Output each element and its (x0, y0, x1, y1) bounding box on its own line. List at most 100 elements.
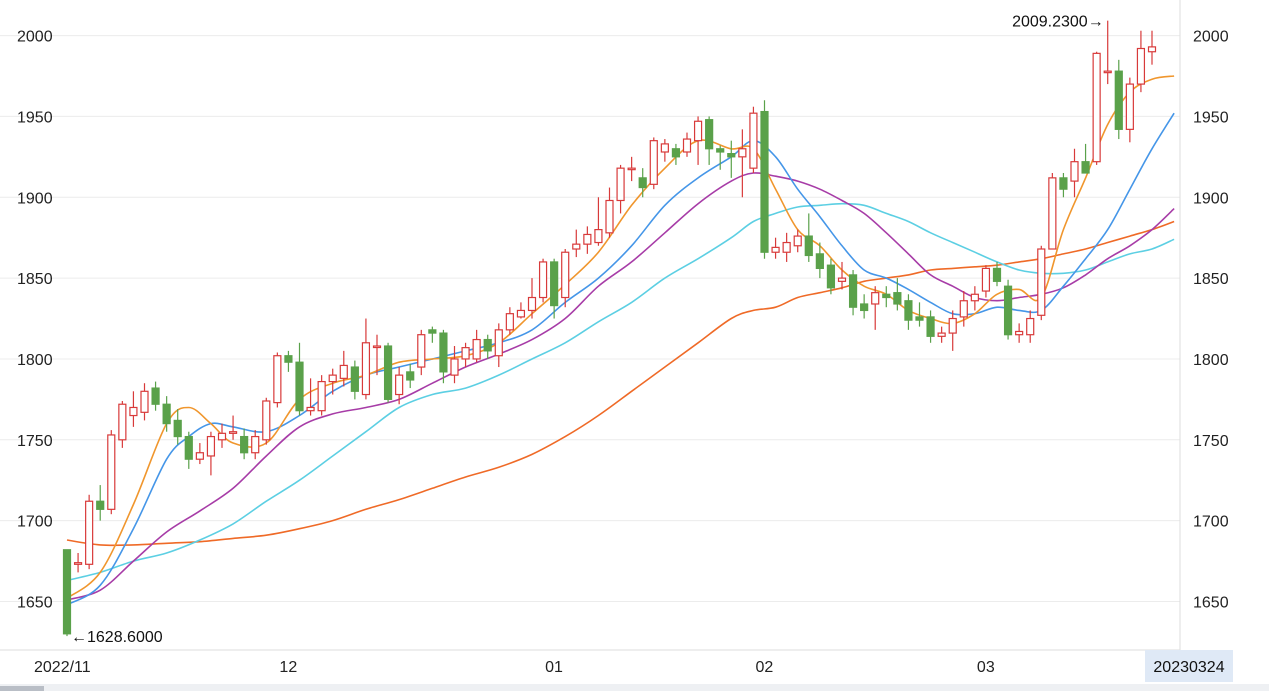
scrollbar-thumb[interactable] (0, 686, 44, 691)
candle[interactable] (948, 310, 957, 351)
candle[interactable] (550, 258, 559, 319)
candle[interactable] (904, 294, 913, 330)
candle[interactable] (616, 164, 625, 214)
candle[interactable] (749, 106, 758, 174)
candle[interactable] (295, 342, 304, 416)
candle[interactable] (649, 137, 658, 190)
candle[interactable] (981, 265, 991, 298)
candle[interactable] (605, 187, 614, 238)
candle[interactable] (439, 329, 448, 384)
candle[interactable] (428, 326, 437, 343)
horizontal-scrollbar[interactable] (0, 684, 1269, 691)
candle[interactable] (793, 229, 802, 253)
candle[interactable] (461, 342, 470, 368)
candle[interactable] (782, 232, 791, 262)
candle[interactable] (693, 116, 703, 165)
candle[interactable] (284, 350, 293, 372)
candle[interactable] (893, 278, 902, 311)
candle[interactable] (162, 396, 171, 432)
candle[interactable] (815, 242, 824, 279)
candle[interactable] (760, 100, 769, 259)
candle[interactable] (195, 443, 204, 465)
candle[interactable] (837, 261, 847, 290)
candle[interactable] (882, 286, 891, 308)
candle[interactable] (1003, 279, 1013, 340)
candle[interactable] (62, 549, 72, 637)
candle[interactable] (1048, 173, 1057, 250)
candle[interactable] (738, 129, 747, 198)
candle[interactable] (450, 346, 459, 384)
candle[interactable] (583, 226, 592, 254)
candle[interactable] (361, 318, 371, 400)
candle[interactable] (1026, 310, 1035, 343)
candle[interactable] (328, 368, 337, 395)
candle[interactable] (118, 400, 127, 448)
candle[interactable] (638, 168, 647, 198)
candle[interactable] (494, 323, 503, 368)
candle[interactable] (926, 310, 935, 343)
candle[interactable] (1015, 323, 1024, 343)
candle[interactable] (350, 360, 359, 400)
candle[interactable] (262, 397, 271, 445)
candle[interactable] (217, 423, 227, 448)
candle[interactable] (96, 485, 105, 521)
candle[interactable] (937, 326, 946, 343)
candle[interactable] (417, 329, 426, 376)
candle[interactable] (1103, 20, 1112, 85)
candle[interactable] (240, 428, 249, 460)
candle[interactable] (317, 375, 326, 416)
candle[interactable] (561, 249, 570, 308)
candle[interactable] (206, 431, 216, 476)
candle[interactable] (516, 302, 526, 319)
candle[interactable] (406, 363, 415, 389)
candle[interactable] (273, 352, 282, 408)
candle[interactable] (173, 409, 182, 445)
candle[interactable] (251, 430, 260, 460)
candle[interactable] (1037, 245, 1046, 321)
candle[interactable] (85, 494, 94, 570)
candle[interactable] (129, 391, 138, 427)
candle[interactable] (1136, 30, 1146, 93)
candle[interactable] (627, 156, 636, 182)
candle[interactable] (383, 342, 393, 403)
candle[interactable] (970, 286, 979, 311)
candle[interactable] (395, 367, 404, 405)
candle[interactable] (184, 431, 193, 469)
candle[interactable] (1081, 143, 1090, 174)
candle[interactable] (727, 140, 736, 178)
candle[interactable] (992, 261, 1002, 287)
candle[interactable] (826, 258, 836, 295)
candle[interactable] (472, 329, 481, 363)
candle[interactable] (1147, 30, 1157, 65)
candle[interactable] (771, 237, 780, 259)
candle[interactable] (660, 139, 669, 162)
candle[interactable] (572, 229, 581, 258)
candle[interactable] (339, 350, 348, 387)
candle[interactable] (140, 383, 149, 421)
candle[interactable] (1092, 51, 1101, 165)
candle[interactable] (1070, 148, 1079, 198)
candle[interactable] (483, 334, 492, 359)
candle[interactable] (716, 145, 725, 170)
candle[interactable] (705, 116, 714, 165)
candle[interactable] (538, 258, 548, 303)
candle[interactable] (848, 270, 858, 316)
candle[interactable] (306, 378, 315, 416)
candle[interactable] (915, 302, 924, 327)
candle[interactable] (804, 213, 813, 262)
candle[interactable] (151, 381, 160, 411)
candle[interactable] (671, 143, 681, 165)
candle[interactable] (73, 552, 83, 573)
candle[interactable] (107, 430, 116, 515)
candle[interactable] (505, 307, 514, 335)
candle[interactable] (1125, 77, 1134, 143)
candle[interactable] (527, 278, 537, 319)
candle[interactable] (228, 415, 238, 440)
current-date-badge[interactable]: 20230324 (1145, 650, 1233, 682)
candle[interactable] (860, 294, 869, 319)
candle[interactable] (871, 286, 880, 330)
candle[interactable] (372, 334, 382, 376)
candle[interactable] (682, 132, 692, 157)
candle[interactable] (1114, 59, 1123, 140)
candle[interactable] (959, 291, 968, 327)
